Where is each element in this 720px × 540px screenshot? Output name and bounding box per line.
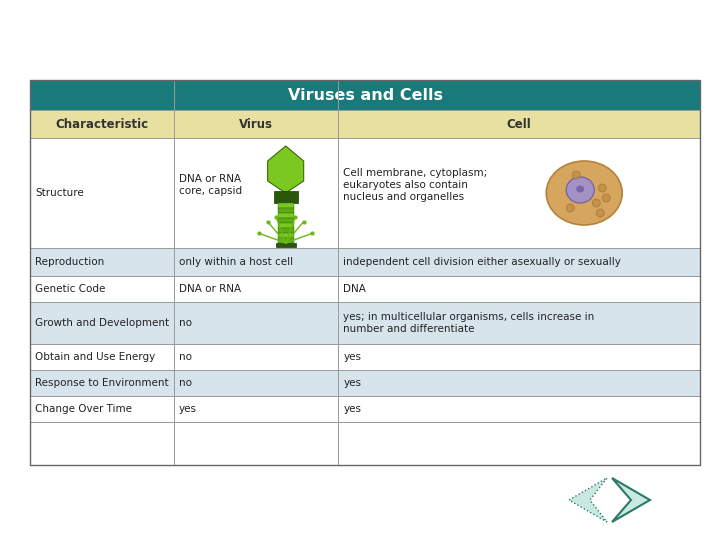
Circle shape [566,204,575,212]
Text: Obtain and Use Energy: Obtain and Use Energy [35,352,156,362]
Circle shape [596,209,604,217]
Text: Reproduction: Reproduction [35,257,104,267]
Text: Change Over Time: Change Over Time [35,404,132,414]
Bar [278,233,294,238]
Text: Structure: Structure [35,188,84,198]
Bar [30,80,700,465]
Text: DNA or RNA
core, capsid: DNA or RNA core, capsid [179,174,242,196]
Bar [30,370,700,396]
Bar [278,238,294,243]
Ellipse shape [546,161,622,225]
Circle shape [598,184,606,192]
Text: yes: yes [179,404,197,414]
Bar [278,218,294,223]
Polygon shape [569,478,607,522]
Bar [30,302,700,344]
Bar [30,248,700,276]
Text: no: no [179,318,192,328]
Bar [278,228,294,233]
Text: Cell membrane, cytoplasm;
eukaryotes also contain
nucleus and organelles: Cell membrane, cytoplasm; eukaryotes als… [343,168,487,201]
Text: yes: yes [343,352,361,362]
Text: no: no [179,378,192,388]
Circle shape [593,199,600,207]
Text: DNA or RNA: DNA or RNA [179,284,241,294]
Bar [30,80,700,110]
Text: Characteristic: Characteristic [55,118,148,131]
Text: Virus: Virus [239,118,273,131]
Text: no: no [179,352,192,362]
Text: independent cell division either asexually or sexually: independent cell division either asexual… [343,257,621,267]
Text: yes: yes [343,404,361,414]
Text: Cell: Cell [507,118,531,131]
Polygon shape [268,146,304,193]
Text: DNA: DNA [343,284,366,294]
Text: only within a host cell: only within a host cell [179,257,293,267]
Bar [278,203,294,208]
Bar [30,138,700,248]
Bar [30,110,700,138]
Text: Response to Environment: Response to Environment [35,378,168,388]
Ellipse shape [576,186,584,192]
Text: Viruses and Cells: Viruses and Cells [287,87,443,103]
Circle shape [602,194,611,202]
Text: Growth and Development: Growth and Development [35,318,169,328]
Bar [278,223,294,228]
Text: Genetic Code: Genetic Code [35,284,105,294]
Text: yes; in multicellular organisms, cells increase in
number and differentiate: yes; in multicellular organisms, cells i… [343,312,595,334]
Text: yes: yes [343,378,361,388]
Bar [30,344,700,370]
Bar [30,396,700,422]
Bar [276,243,296,247]
Bar [278,208,294,213]
Ellipse shape [566,177,594,203]
Polygon shape [612,478,650,522]
Circle shape [572,171,580,179]
Bar [30,276,700,302]
Bar [274,191,297,203]
Bar [278,213,294,218]
